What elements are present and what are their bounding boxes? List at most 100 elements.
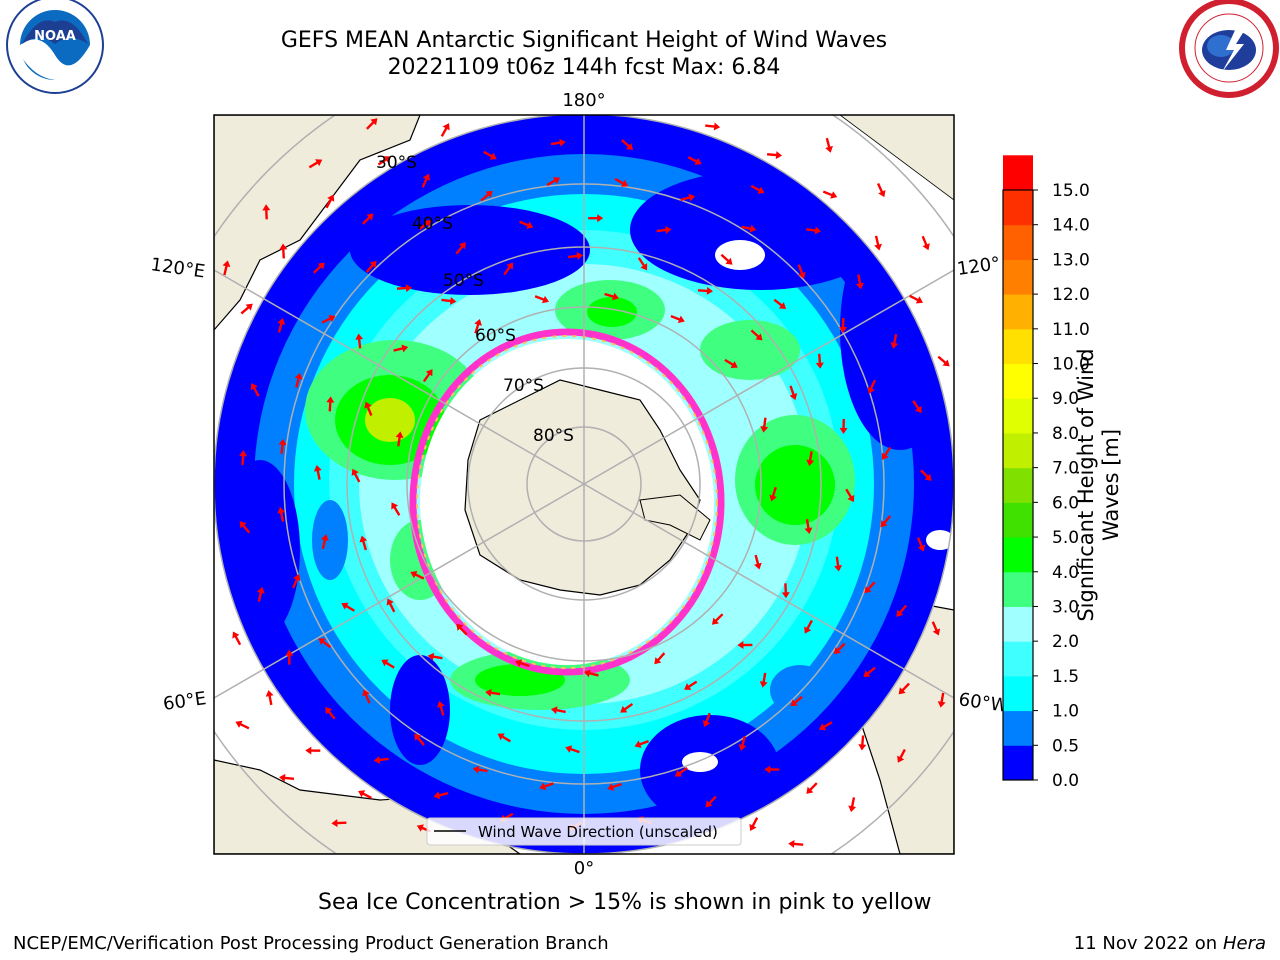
wave-direction-arrow [325,707,336,720]
colorbar-segment [1003,155,1033,191]
wave-direction-arrow [788,839,804,848]
wave-direction-arrow [455,242,466,255]
wave-direction-arrow [804,619,813,634]
colorbar-segment [1003,467,1033,503]
wave-direction-arrow [921,235,930,251]
wave-direction-arrow [418,220,432,231]
wave-direction-arrow [285,649,294,665]
wave-direction-arrow [931,621,941,636]
wave-direction-arrow [738,736,747,751]
wave-direction-arrow [920,469,932,481]
wave-direction-arrow [373,755,389,764]
wave-direction-arrow [588,214,604,223]
wave-direction-arrow [534,295,550,304]
wave-direction-arrow [637,257,648,271]
wave-direction-arrow [239,521,251,534]
footer-date: 11 Nov 2022 on Hera [1074,933,1266,954]
lon-label-120e: 120°E [149,254,206,282]
wave-direction-arrow [381,659,395,669]
wave-direction-arrow [321,315,336,324]
colorbar-tick-label: 1.5 [1052,667,1079,687]
wave-direction-arrow [341,602,355,612]
wave-direction-arrow [364,401,373,416]
colorbar-segment [1003,190,1033,226]
wave-direction-arrow [705,795,717,808]
wave-direction-arrow [897,748,906,763]
wave-direction-arrow [312,262,325,274]
wave-direction-arrow [427,652,443,661]
colorbar-tick-label: 14.0 [1052,216,1090,236]
wave-direction-arrow [937,692,946,708]
wave-direction-arrow [815,353,824,369]
wave-direction-arrow [737,641,753,650]
wave-direction-arrow [620,702,634,713]
wave-direction-arrow [433,791,449,800]
wave-direction-arrow [834,556,843,572]
wave-direction-arrow [880,515,892,528]
wave-direction-arrow [256,586,265,602]
wave-direction-arrow [863,666,876,678]
wave-direction-arrow [621,139,634,150]
wave-direction-arrow [825,137,833,153]
wave-direction-arrow [318,638,332,649]
colorbar-tick-label: 0.0 [1052,771,1079,791]
wave-direction-arrow [550,706,566,715]
wave-direction-arrow [773,298,787,309]
colorbar-segment [1003,675,1033,712]
wave-direction-arrow [456,623,468,636]
wave-direction-arrow [377,156,392,166]
wave-direction-arrow [741,224,757,233]
wave-direction-arrow [909,294,923,304]
colorbar-tick-label: 9.0 [1052,389,1079,409]
wave-direction-arrow [355,333,364,349]
colorbar-title-line2: Waves [m] [1099,428,1123,542]
colorbar-segment [1003,363,1033,399]
colorbar-segment [1003,432,1033,469]
wave-direction-arrow [898,682,910,695]
vector-legend: Wind Wave Direction (unscaled) [426,817,742,846]
colorbar-tick-label: 3.0 [1052,597,1079,617]
wave-direction-arrow [697,286,713,295]
wave-direction-arrow [396,284,412,293]
colorbar-segment [1003,571,1033,607]
wave-direction-arrow [325,194,335,209]
lon-label-120w: 120° [956,253,1002,280]
wave-direction-arrow [634,740,649,749]
wave-direction-arrow [750,329,763,341]
wave-direction-arrow [789,385,798,401]
colorbar-segment [1003,745,1033,781]
wave-direction-arrow [497,733,512,743]
antarctica-land [464,379,701,596]
wave-direction-arrow [806,782,818,794]
colorbar-tick-label: 11.0 [1052,320,1090,340]
wave-direction-arrow [440,123,450,137]
wave-direction-arrow [848,797,857,813]
wave-direction-arrow [222,260,231,276]
wave-direction-arrow [614,177,629,187]
wave-direction-arrow [749,817,759,831]
wave-direction-arrow [480,190,493,202]
wave-direction-arrow [410,571,425,580]
wave-direction-arrow [767,151,783,160]
wave-direction-arrow [292,574,301,589]
wave-direction-arrow [305,746,321,755]
wave-direction-arrow [687,156,702,165]
colorbar-tick-label: 8.0 [1052,424,1079,444]
wave-direction-arrow [362,689,371,704]
colorbar: 15.0 14.0 13.0 12.0 11.0 10.0 9.0 8.0 7.0 6.0 5.0 4… [1002,155,1090,791]
wave-direction-arrow [881,446,892,460]
wave-direction-arrow [422,369,433,383]
wave-direction-arrow [365,260,377,273]
colorbar-tick-label: 6.0 [1052,493,1079,513]
colorbar-segment [1003,294,1033,330]
wave-direction-arrow [519,220,534,229]
wave-direction-arrow [308,159,323,169]
wave-direction-arrow [485,688,501,697]
wave-direction-arrow [654,652,666,665]
wave-direction-arrow [867,379,876,394]
wave-direction-arrow [724,358,738,368]
wave-direction-arrow [441,296,457,305]
lon-label-60e: 60°E [162,688,208,715]
colorbar-segment [1003,641,1033,677]
wave-direction-arrow [711,613,724,625]
